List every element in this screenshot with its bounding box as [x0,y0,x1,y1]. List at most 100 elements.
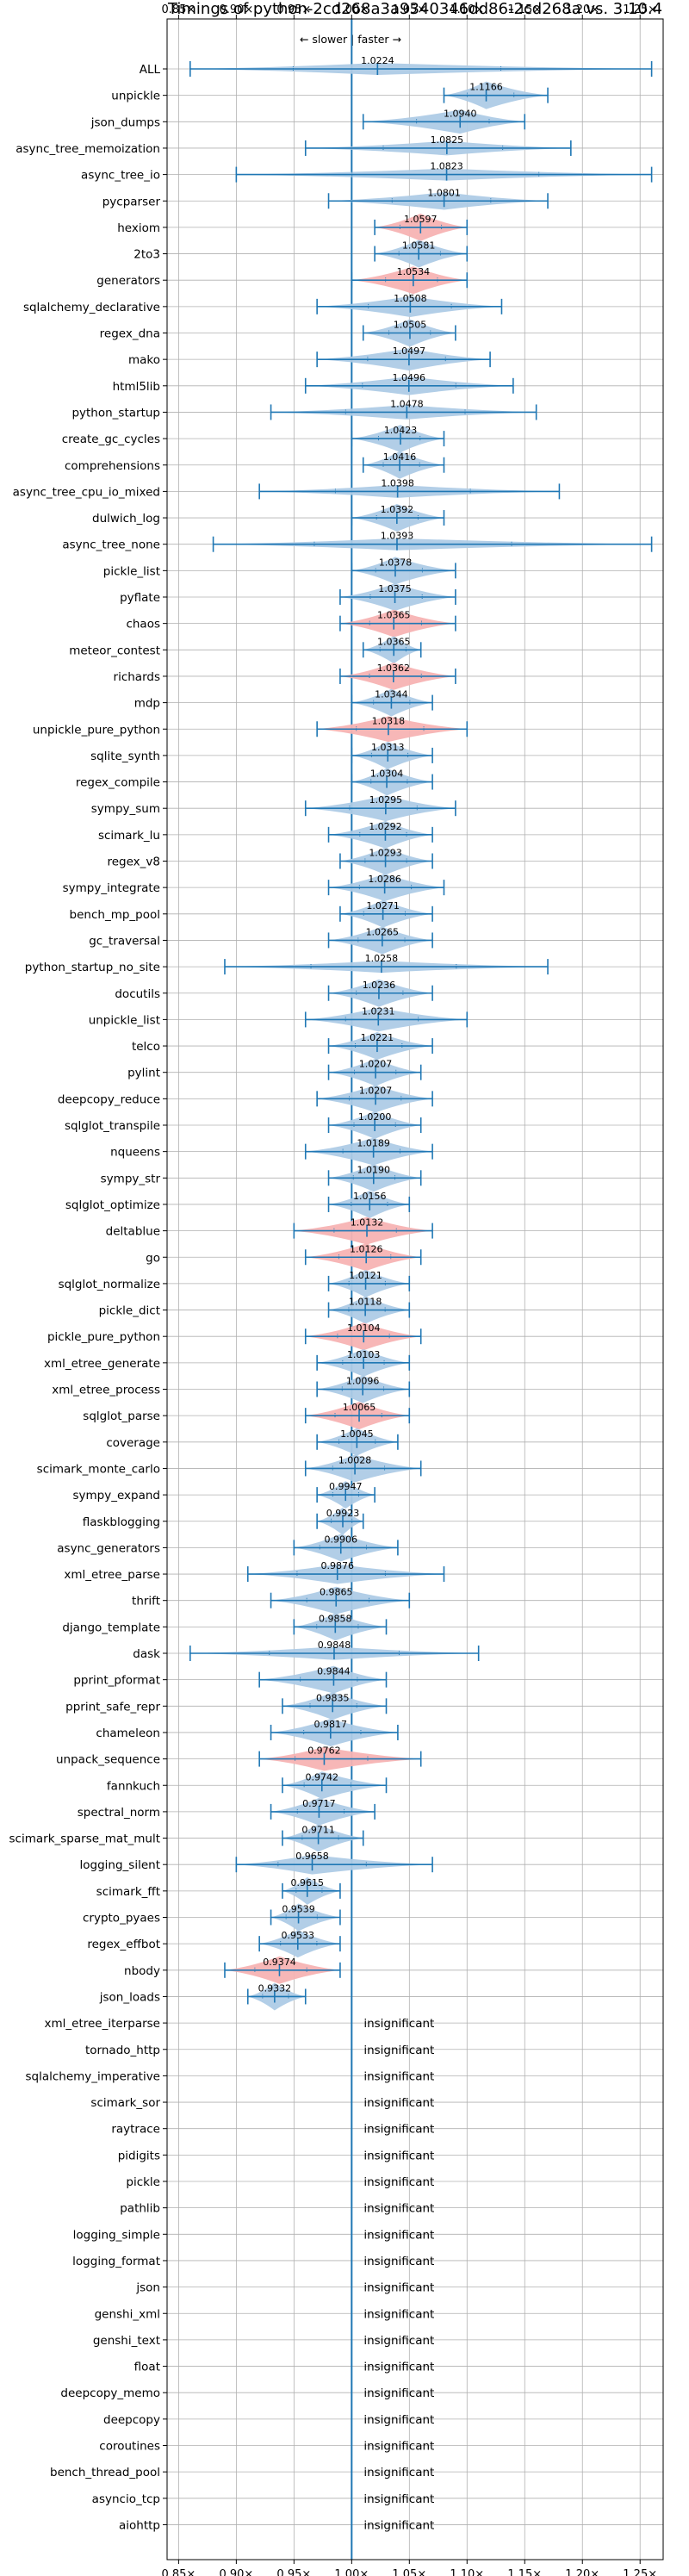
benchmark-label: generators [96,274,160,288]
benchmark-label: docutils [115,987,160,1001]
insignificant-label: insignificant [363,2466,434,2480]
benchmark-label: deepcopy_memo [60,2386,160,2400]
insignificant-label: insignificant [363,2069,434,2083]
benchmark-label: logging_silent [80,1858,160,1872]
value-label: 1.0362 [377,663,411,674]
benchmark-label: asyncio_tcp [92,2492,160,2506]
insignificant-label: insignificant [363,2123,434,2137]
value-label: 0.9876 [320,1560,354,1571]
value-label: 1.0496 [393,372,426,383]
benchmark-label: chameleon [96,1727,160,1740]
benchmark-label: sympy_sum [91,802,160,816]
benchmark-label: unpickle_pure_python [33,723,160,737]
value-label: 1.0207 [359,1085,393,1096]
insignificant-label: insignificant [363,2202,434,2216]
x-tick-label-top: 1.20× [565,3,599,16]
benchmark-label: sqlglot_parse [83,1409,160,1423]
benchmark-label: sqlglot_normalize [59,1278,160,1291]
benchmark-label: xml_etree_process [52,1384,160,1397]
x-tick-label-bottom: 1.00× [334,2568,369,2576]
value-label: 1.0940 [444,108,477,119]
value-label: 0.9844 [317,1666,351,1677]
benchmark-label: float [134,2361,160,2374]
insignificant-label: insignificant [363,2044,434,2057]
benchmark-label: comprehensions [65,459,160,473]
benchmark-label: regex_effbot [87,1938,160,1951]
benchmark-label: regex_v8 [107,856,160,869]
benchmark-label: sympy_str [101,1172,161,1185]
benchmark-label: create_gc_cycles [62,432,160,446]
insignificant-label: insignificant [363,2518,434,2532]
x-tick-label-bottom: 1.05× [392,2568,426,2576]
value-label: 1.0045 [340,1428,374,1440]
benchmark-label: pidigits [118,2149,160,2162]
value-label: 1.0293 [369,848,402,859]
insignificant-label: insignificant [363,2413,434,2427]
value-label: 1.0365 [377,636,411,647]
benchmark-label: dulwich_log [92,512,160,526]
value-label: 0.9848 [318,1640,351,1651]
value-label: 0.9711 [301,1825,335,1836]
value-label: 1.0292 [369,821,402,832]
benchmark-label: scimark_monte_carlo [37,1462,160,1476]
value-label: 0.9742 [306,1771,339,1783]
x-tick-label-bottom: 0.90× [219,2568,253,2576]
benchmark-label: async_tree_memoization [16,142,160,156]
benchmark-label: xml_etree_parse [64,1568,160,1582]
value-label: 1.0375 [378,583,412,594]
benchmark-label: hexiom [117,221,160,235]
value-label: 0.9947 [329,1481,363,1492]
insignificant-label: insignificant [363,2307,434,2321]
benchmark-label: sqlalchemy_declarative [23,301,160,314]
benchmark-label: async_generators [57,1541,160,1555]
value-label: 1.0497 [393,345,426,357]
value-label: 0.9858 [319,1613,352,1624]
x-tick-label-top: 1.25× [623,3,657,16]
benchmark-label: flaskblogging [83,1515,160,1529]
value-label: 1.0823 [430,161,463,172]
benchmark-label: nbody [124,1964,160,1978]
benchmark-label: aiohttp [119,2518,160,2532]
benchmark-label: pickle_dict [99,1304,160,1318]
benchmark-label: genshi_text [93,2334,160,2348]
benchmark-label: python_startup_no_site [25,961,160,974]
insignificant-label: insignificant [363,2281,434,2295]
benchmark-label: deltablue [106,1225,160,1239]
benchmark-label: crypto_pyaes [83,1912,160,1926]
value-label: 1.0286 [368,874,401,885]
benchmark-label: scimark_fft [96,1885,160,1899]
benchmark-label: python_startup [71,406,160,420]
benchmark-label: xml_etree_iterparse [45,2017,161,2031]
chart-title: Timings of python-2cd268a3a9340346dd86-2… [167,0,662,18]
value-label: 1.0392 [381,504,414,515]
benchmark-label: unpickle_list [89,1013,160,1027]
benchmark-label: mdp [134,697,160,711]
benchmark-label: async_tree_io [81,169,160,183]
value-label: 0.9817 [314,1719,348,1730]
benchmark-label: thrift [132,1595,160,1608]
insignificant-label: insignificant [363,2255,434,2268]
value-label: 1.0313 [371,742,405,753]
value-label: 0.9865 [320,1587,353,1598]
value-label: 1.0304 [370,768,404,780]
value-label: 1.0126 [350,1243,383,1254]
benchmark-label: json_loads [99,1990,160,2004]
value-label: 1.0378 [379,557,413,568]
value-label: 1.0258 [365,953,399,964]
value-label: 1.0318 [372,715,406,726]
x-tick-label-top: 0.90× [219,3,253,16]
x-tick-label-top: 1.05× [392,3,426,16]
value-label: 1.0505 [394,320,427,331]
insignificant-label: insignificant [363,2228,434,2242]
benchmark-label: coroutines [99,2440,160,2454]
value-label: 1.0156 [353,1191,387,1202]
value-label: 1.0104 [347,1322,381,1334]
x-tick-label-bottom: 1.25× [623,2568,657,2576]
value-label: 0.9923 [326,1508,360,1519]
insignificant-label: insignificant [363,2440,434,2454]
value-label: 1.0581 [402,240,436,252]
benchmark-label: json [135,2281,160,2295]
benchmark-label: logging_simple [73,2228,160,2242]
benchmark-label: pickle_pure_python [47,1330,160,1344]
